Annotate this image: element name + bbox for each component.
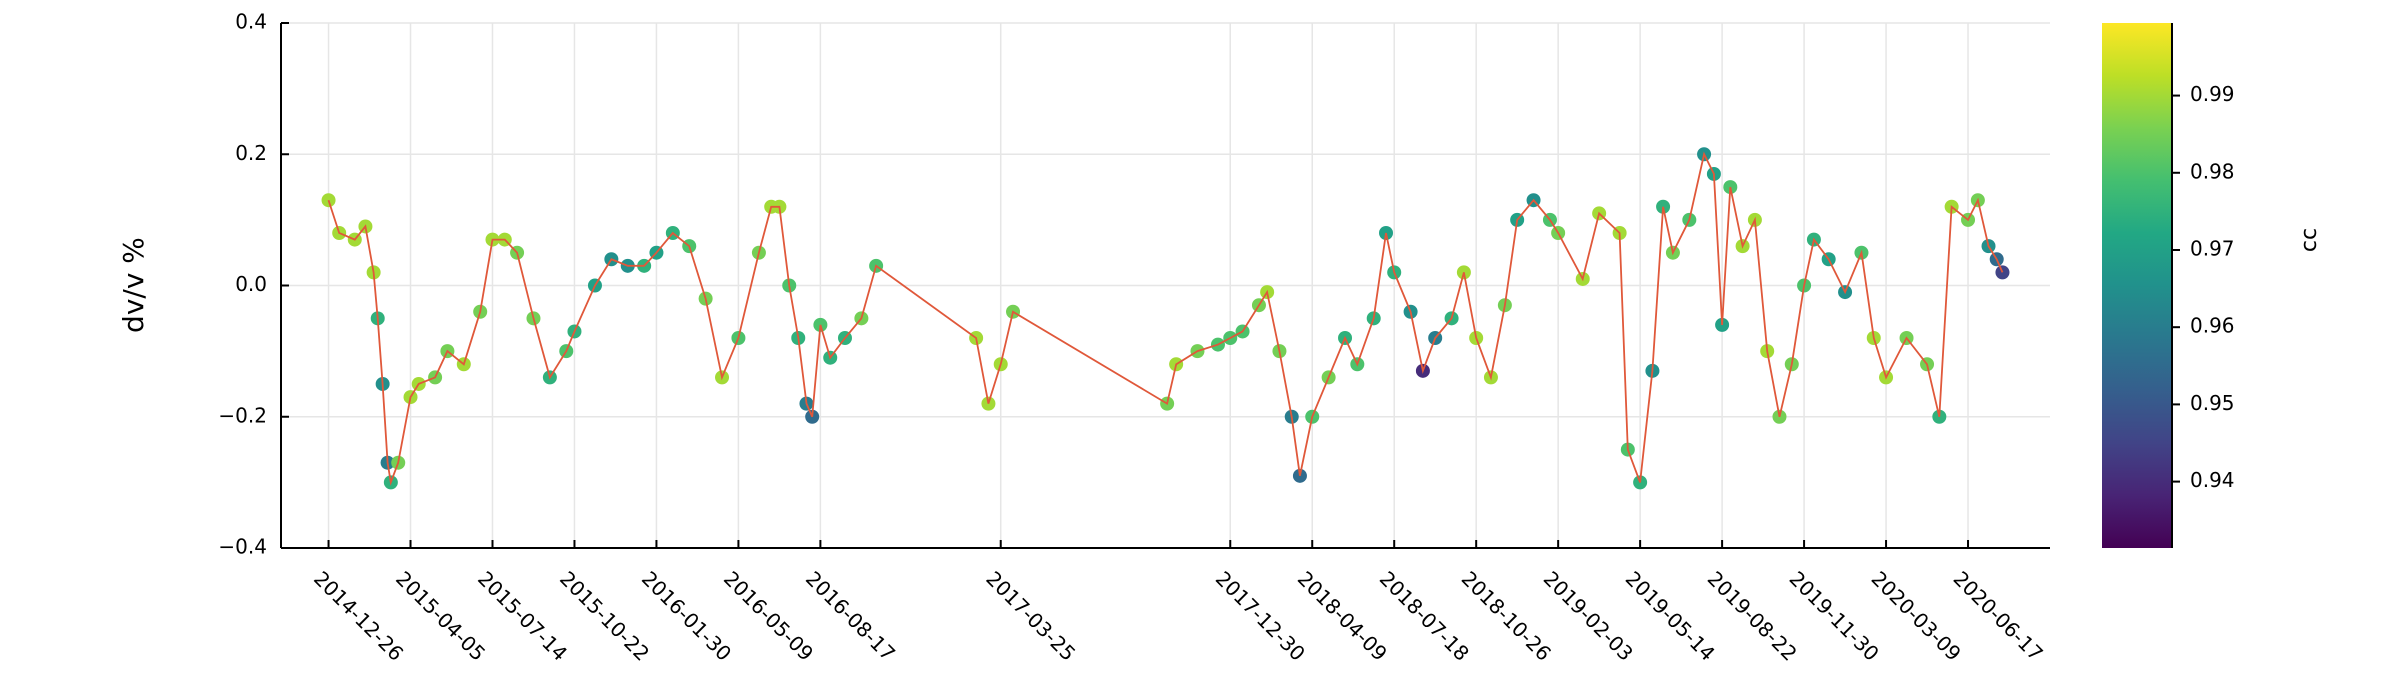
colorbar-label: cc [2297,228,2322,252]
y-tick-label: 0.0 [235,272,267,296]
y-tick-label: 0.2 [235,141,267,165]
y-tick-label: 0.4 [235,10,267,34]
colorbar [2102,23,2172,548]
colorbar-tick-label: 0.96 [2190,314,2235,338]
colorbar-tick-label: 0.97 [2190,236,2235,260]
y-axis-label: dv/v % [117,237,150,333]
colorbar-tick-label: 0.99 [2190,82,2235,106]
data-line [327,151,2004,486]
colorbar-tick-label: 0.98 [2190,159,2235,183]
x-tick-label: 2017-03-25 [981,566,1080,665]
colorbar-tick-label: 0.94 [2190,468,2235,492]
y-tick-label: −0.4 [218,535,267,559]
colorbar-tick-label: 0.95 [2190,391,2235,415]
y-tick-label: −0.2 [218,403,267,427]
